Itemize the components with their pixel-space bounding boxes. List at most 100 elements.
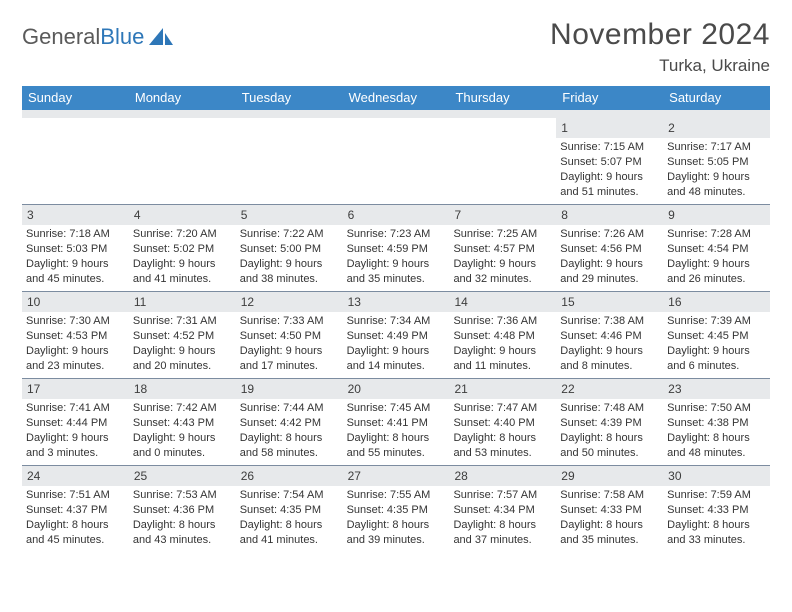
day-body: Sunrise: 7:51 AMSunset: 4:37 PMDaylight:… — [22, 486, 129, 551]
calendar-cell: 6Sunrise: 7:23 AMSunset: 4:59 PMDaylight… — [343, 205, 450, 291]
calendar-cell: 12Sunrise: 7:33 AMSunset: 4:50 PMDayligh… — [236, 292, 343, 378]
header: GeneralBlue November 2024 Turka, Ukraine — [22, 18, 770, 76]
calendar-cell: 10Sunrise: 7:30 AMSunset: 4:53 PMDayligh… — [22, 292, 129, 378]
day-body: Sunrise: 7:50 AMSunset: 4:38 PMDaylight:… — [663, 399, 770, 464]
calendar-cell: 13Sunrise: 7:34 AMSunset: 4:49 PMDayligh… — [343, 292, 450, 378]
day-body: Sunrise: 7:26 AMSunset: 4:56 PMDaylight:… — [556, 225, 663, 290]
sunrise-text: Sunrise: 7:36 AM — [453, 314, 552, 329]
day-body: Sunrise: 7:31 AMSunset: 4:52 PMDaylight:… — [129, 312, 236, 377]
day-number: 9 — [663, 205, 770, 225]
calendar-cell: 5 Sunrise: 7:22 AMSunset: 5:00 PMDaylight… — [236, 205, 343, 291]
sunrise-text: Sunrise: 7:34 AM — [347, 314, 446, 329]
day-body: Sunrise: 7:57 AMSunset: 4:34 PMDaylight:… — [449, 486, 556, 551]
calendar-cell: 26Sunrise: 7:54 AMSunset: 4:35 PMDayligh… — [236, 466, 343, 552]
sunset-text: Sunset: 4:40 PM — [453, 416, 552, 431]
calendar-cell: 23Sunrise: 7:50 AMSunset: 4:38 PMDayligh… — [663, 379, 770, 465]
day-number: 5 — [236, 205, 343, 225]
day-number: 20 — [343, 379, 450, 399]
daylight-text: Daylight: 9 hours and 45 minutes. — [26, 257, 125, 287]
calendar-week: 17Sunrise: 7:41 AMSunset: 4:44 PMDayligh… — [22, 378, 770, 465]
weekday-thu: Thursday — [449, 86, 556, 110]
calendar-cell: 1 Sunrise: 7:15 AMSunset: 5:07 PMDaylight… — [556, 118, 663, 204]
calendar-cell: 16Sunrise: 7:39 AMSunset: 4:45 PMDayligh… — [663, 292, 770, 378]
daylight-text: Daylight: 9 hours and 20 minutes. — [133, 344, 232, 374]
day-body: Sunrise: 7:54 AMSunset: 4:35 PMDaylight:… — [236, 486, 343, 551]
sunset-text: Sunset: 5:03 PM — [26, 242, 125, 257]
day-body: Sunrise: 7:34 AMSunset: 4:49 PMDaylight:… — [343, 312, 450, 377]
calendar-cell: 8Sunrise: 7:26 AMSunset: 4:56 PMDaylight… — [556, 205, 663, 291]
calendar-cell: . — [449, 118, 556, 204]
sunrise-text: Sunrise: 7:22 AM — [240, 227, 339, 242]
logo-text-blue: Blue — [100, 24, 144, 50]
daylight-text: Daylight: 9 hours and 23 minutes. — [26, 344, 125, 374]
sunrise-text: Sunrise: 7:33 AM — [240, 314, 339, 329]
sunrise-text: Sunrise: 7:38 AM — [560, 314, 659, 329]
logo-text-gray: General — [22, 24, 100, 50]
day-number: 28 — [449, 466, 556, 486]
weekday-sat: Saturday — [663, 86, 770, 110]
day-number: 26 — [236, 466, 343, 486]
day-number: 7 — [449, 205, 556, 225]
calendar-cell: 27Sunrise: 7:55 AMSunset: 4:35 PMDayligh… — [343, 466, 450, 552]
day-number: 29 — [556, 466, 663, 486]
daylight-text: Daylight: 9 hours and 51 minutes. — [560, 170, 659, 200]
calendar-cell: 20Sunrise: 7:45 AMSunset: 4:41 PMDayligh… — [343, 379, 450, 465]
day-body: Sunrise: 7:55 AMSunset: 4:35 PMDaylight:… — [343, 486, 450, 551]
day-body: Sunrise: 7:53 AMSunset: 4:36 PMDaylight:… — [129, 486, 236, 551]
sunset-text: Sunset: 4:57 PM — [453, 242, 552, 257]
sunset-text: Sunset: 4:34 PM — [453, 503, 552, 518]
daylight-text: Daylight: 8 hours and 37 minutes. — [453, 518, 552, 548]
day-number: 19 — [236, 379, 343, 399]
weekday-header: Sunday Monday Tuesday Wednesday Thursday… — [22, 86, 770, 110]
sunset-text: Sunset: 5:07 PM — [560, 155, 659, 170]
daylight-text: Daylight: 8 hours and 35 minutes. — [560, 518, 659, 548]
sunset-text: Sunset: 5:02 PM — [133, 242, 232, 257]
sunset-text: Sunset: 4:33 PM — [667, 503, 766, 518]
sunset-text: Sunset: 4:44 PM — [26, 416, 125, 431]
daylight-text: Daylight: 8 hours and 58 minutes. — [240, 431, 339, 461]
sunset-text: Sunset: 4:54 PM — [667, 242, 766, 257]
sunset-text: Sunset: 5:00 PM — [240, 242, 339, 257]
day-number: 23 — [663, 379, 770, 399]
daylight-text: Daylight: 8 hours and 48 minutes. — [667, 431, 766, 461]
calendar-cell: 21Sunrise: 7:47 AMSunset: 4:40 PMDayligh… — [449, 379, 556, 465]
day-number: 21 — [449, 379, 556, 399]
daylight-text: Daylight: 9 hours and 14 minutes. — [347, 344, 446, 374]
daylight-text: Daylight: 9 hours and 6 minutes. — [667, 344, 766, 374]
sunrise-text: Sunrise: 7:30 AM — [26, 314, 125, 329]
calendar-cell: . — [236, 118, 343, 204]
sunrise-text: Sunrise: 7:15 AM — [560, 140, 659, 155]
daylight-text: Daylight: 9 hours and 26 minutes. — [667, 257, 766, 287]
calendar-week: 10Sunrise: 7:30 AMSunset: 4:53 PMDayligh… — [22, 291, 770, 378]
calendar-cell: 24Sunrise: 7:51 AMSunset: 4:37 PMDayligh… — [22, 466, 129, 552]
day-body: Sunrise: 7:39 AMSunset: 4:45 PMDaylight:… — [663, 312, 770, 377]
day-body: Sunrise: 7:25 AMSunset: 4:57 PMDaylight:… — [449, 225, 556, 290]
sunset-text: Sunset: 4:42 PM — [240, 416, 339, 431]
day-number: 10 — [22, 292, 129, 312]
sunrise-text: Sunrise: 7:20 AM — [133, 227, 232, 242]
sunset-text: Sunset: 4:56 PM — [560, 242, 659, 257]
calendar-cell: 15Sunrise: 7:38 AMSunset: 4:46 PMDayligh… — [556, 292, 663, 378]
day-number: 13 — [343, 292, 450, 312]
day-body: Sunrise: 7:41 AMSunset: 4:44 PMDaylight:… — [22, 399, 129, 464]
calendar-cell: 2Sunrise: 7:17 AMSunset: 5:05 PMDaylight… — [663, 118, 770, 204]
day-body: Sunrise: 7:30 AMSunset: 4:53 PMDaylight:… — [22, 312, 129, 377]
sunrise-text: Sunrise: 7:53 AM — [133, 488, 232, 503]
daylight-text: Daylight: 8 hours and 33 minutes. — [667, 518, 766, 548]
daylight-text: Daylight: 8 hours and 43 minutes. — [133, 518, 232, 548]
daylight-text: Daylight: 9 hours and 17 minutes. — [240, 344, 339, 374]
sunrise-text: Sunrise: 7:45 AM — [347, 401, 446, 416]
sunrise-text: Sunrise: 7:26 AM — [560, 227, 659, 242]
day-number: 22 — [556, 379, 663, 399]
daylight-text: Daylight: 8 hours and 41 minutes. — [240, 518, 339, 548]
sunset-text: Sunset: 4:38 PM — [667, 416, 766, 431]
day-body: Sunrise: 7:58 AMSunset: 4:33 PMDaylight:… — [556, 486, 663, 551]
calendar-week: 3Sunrise: 7:18 AMSunset: 5:03 PMDaylight… — [22, 204, 770, 291]
sunrise-text: Sunrise: 7:41 AM — [26, 401, 125, 416]
day-number: 1 — [556, 118, 663, 138]
weekday-wed: Wednesday — [343, 86, 450, 110]
daylight-text: Daylight: 9 hours and 38 minutes. — [240, 257, 339, 287]
day-number: 8 — [556, 205, 663, 225]
day-number: 14 — [449, 292, 556, 312]
calendar-cell: 18Sunrise: 7:42 AMSunset: 4:43 PMDayligh… — [129, 379, 236, 465]
